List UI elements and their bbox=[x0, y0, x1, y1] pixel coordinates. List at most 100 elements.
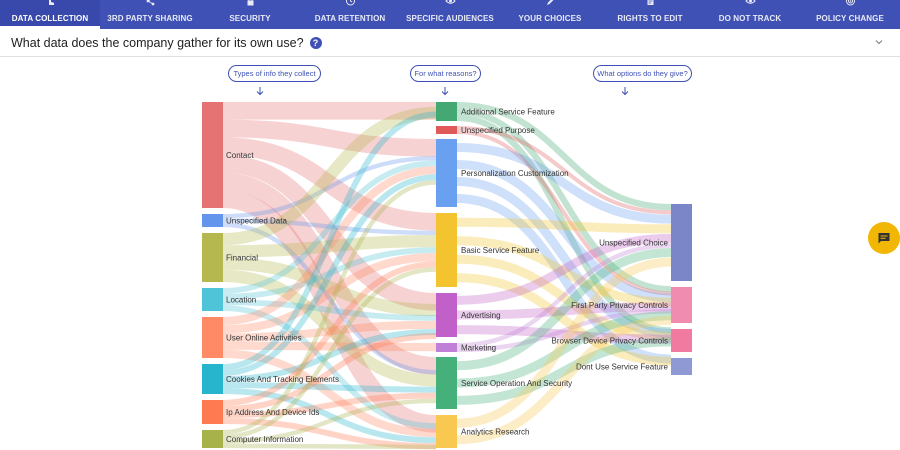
sankey-link bbox=[222, 106, 437, 246]
sankey-link bbox=[456, 309, 672, 352]
tab-data-collection[interactable]: DATA COLLECTION bbox=[0, 0, 100, 29]
eye-icon bbox=[444, 0, 456, 4]
sankey-link bbox=[222, 392, 437, 418]
source-node[interactable] bbox=[202, 233, 223, 282]
sankey-link bbox=[456, 143, 672, 224]
top-navigation: DATA COLLECTION 3RD PARTY SHARING SECURITY… bbox=[0, 0, 900, 29]
source-label: Contact bbox=[226, 151, 254, 160]
chevron-down-icon[interactable] bbox=[874, 37, 884, 47]
hand-pointer-icon bbox=[48, 0, 54, 5]
option-node[interactable] bbox=[671, 329, 692, 352]
sankey-link bbox=[222, 253, 437, 334]
target-icon bbox=[845, 0, 855, 6]
sankey-link bbox=[222, 160, 437, 294]
question-bar[interactable]: What data does the company gather for it… bbox=[0, 29, 900, 57]
source-label: User Online Activities bbox=[226, 334, 302, 343]
sankey-link bbox=[456, 325, 672, 344]
sankey-link bbox=[456, 254, 672, 341]
purpose-label: Service Operation And Security bbox=[461, 379, 572, 388]
sankey-link bbox=[456, 236, 672, 307]
sankey-link bbox=[222, 328, 437, 382]
arrow-down-icon bbox=[441, 87, 449, 96]
tab-rights-to-edit[interactable]: RIGHTS TO EDIT bbox=[600, 0, 700, 29]
document-icon bbox=[647, 0, 653, 5]
clock-icon bbox=[345, 0, 355, 6]
source-node[interactable] bbox=[202, 364, 223, 394]
sankey-link bbox=[222, 267, 437, 439]
sankey-link bbox=[456, 194, 672, 364]
sankey-link bbox=[222, 247, 437, 300]
tab-label: DATA COLLECTION bbox=[11, 14, 89, 23]
lock-icon bbox=[247, 0, 253, 6]
tab-do-not-track[interactable]: DO NOT TRACK bbox=[700, 0, 800, 29]
tab-label: SECURITY bbox=[229, 14, 271, 23]
sankey-link bbox=[456, 217, 672, 234]
sankey-link bbox=[456, 273, 672, 366]
sankey-link bbox=[222, 218, 437, 235]
purpose-label: Basic Service Feature bbox=[461, 246, 540, 255]
sankey-link bbox=[456, 130, 672, 296]
sankey-link bbox=[456, 233, 672, 305]
source-node[interactable] bbox=[202, 400, 223, 424]
purpose-node[interactable] bbox=[436, 415, 457, 448]
option-label: First Party Privacy Controls bbox=[571, 301, 668, 310]
sankey-link bbox=[222, 443, 437, 450]
source-node[interactable] bbox=[202, 430, 223, 448]
sankey-link bbox=[222, 418, 437, 450]
tab-security[interactable]: SECURITY bbox=[200, 0, 300, 29]
tab-3rd-party-sharing[interactable]: 3RD PARTY SHARING bbox=[100, 0, 200, 29]
sankey-link bbox=[222, 269, 437, 387]
purpose-node[interactable] bbox=[436, 213, 457, 287]
option-node[interactable] bbox=[671, 287, 692, 323]
purpose-node[interactable] bbox=[436, 343, 457, 352]
chat-button[interactable] bbox=[868, 222, 900, 254]
purpose-node[interactable] bbox=[436, 293, 457, 337]
sankey-link bbox=[222, 388, 437, 444]
sankey-link bbox=[222, 222, 437, 375]
tab-label: POLICY CHANGE bbox=[816, 14, 884, 23]
source-label: Unspecified Data bbox=[226, 217, 287, 226]
purpose-node[interactable] bbox=[436, 102, 457, 121]
source-label: Location bbox=[226, 296, 256, 305]
sankey-link bbox=[222, 305, 437, 429]
purpose-node[interactable] bbox=[436, 357, 457, 409]
column-label-options: What options do they give? bbox=[593, 65, 692, 82]
tab-label: RIGHTS TO EDIT bbox=[617, 14, 683, 23]
arrow-down-icon bbox=[256, 87, 264, 96]
arrow-down-icon bbox=[621, 87, 629, 96]
sankey-link bbox=[222, 137, 437, 231]
sankey-link bbox=[456, 126, 672, 215]
sankey-link bbox=[222, 320, 437, 342]
source-node[interactable] bbox=[202, 214, 223, 227]
purpose-label: Advertising bbox=[461, 311, 501, 320]
option-node[interactable] bbox=[671, 204, 692, 281]
sankey-link bbox=[222, 398, 437, 444]
option-label: Unspecified Choice bbox=[599, 239, 668, 248]
source-label: Cookies And Tracking Elements bbox=[226, 375, 339, 384]
purpose-label: Unspecified Purpose bbox=[461, 126, 535, 135]
option-label: Dont Use Service Feature bbox=[576, 363, 669, 372]
option-node[interactable] bbox=[671, 358, 692, 375]
source-label: Financial bbox=[226, 254, 258, 263]
source-node[interactable] bbox=[202, 288, 223, 311]
tab-specific-audiences[interactable]: SPECIFIC AUDIENCES bbox=[400, 0, 500, 29]
tab-data-retention[interactable]: DATA RETENTION bbox=[300, 0, 400, 29]
purpose-node[interactable] bbox=[436, 139, 457, 207]
sankey-link bbox=[456, 315, 672, 445]
sankey-link bbox=[222, 166, 437, 326]
sankey-link bbox=[456, 114, 672, 334]
tab-your-choices[interactable]: YOUR CHOICES bbox=[500, 0, 600, 29]
sankey-link bbox=[456, 243, 672, 348]
sankey-link bbox=[222, 180, 437, 435]
purpose-node[interactable] bbox=[436, 126, 457, 134]
column-label-info-types: Types of info they collect bbox=[228, 65, 321, 82]
question-title: What data does the company gather for it… bbox=[11, 35, 304, 50]
help-icon[interactable]: ? bbox=[309, 36, 322, 49]
tab-policy-change[interactable]: POLICY CHANGE bbox=[800, 0, 900, 29]
sankey-link bbox=[456, 337, 672, 405]
sankey-link bbox=[222, 382, 437, 393]
source-node[interactable] bbox=[202, 102, 223, 208]
sankey-link bbox=[222, 119, 437, 157]
sankey-link bbox=[456, 108, 672, 293]
source-node[interactable] bbox=[202, 317, 223, 358]
